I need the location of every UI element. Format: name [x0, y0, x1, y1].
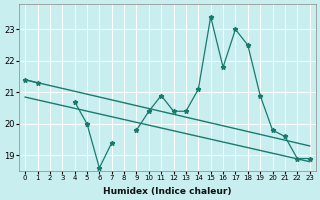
X-axis label: Humidex (Indice chaleur): Humidex (Indice chaleur)	[103, 187, 232, 196]
